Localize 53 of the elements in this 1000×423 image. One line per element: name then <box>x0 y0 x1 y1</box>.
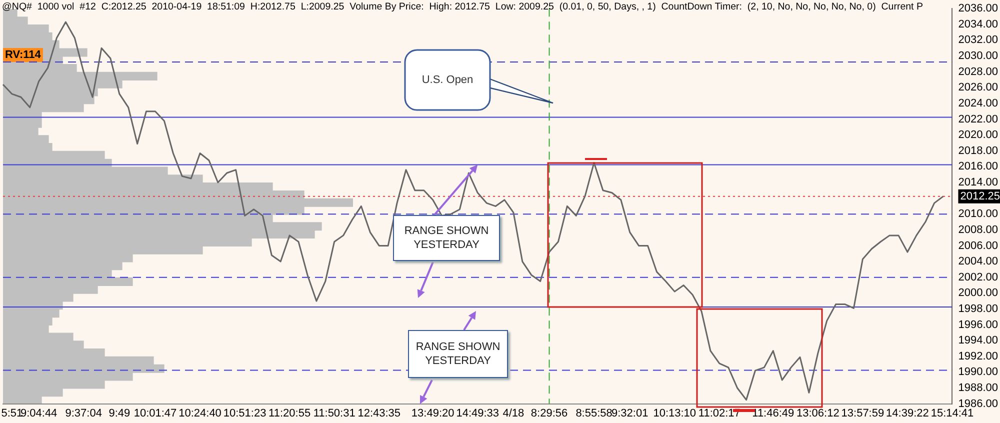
ref-line-label: 2012.25 <box>960 190 1000 202</box>
y-tick-label: 2024.00 <box>958 97 998 110</box>
y-tick-label: 1986.00 <box>958 398 998 410</box>
y-tick-label: 1990.00 <box>958 366 998 378</box>
y-tick-label: 2000.00 <box>958 287 998 300</box>
y-tick-label: 2020.00 <box>958 129 998 142</box>
y-tick-label: 2022.00 <box>958 113 998 126</box>
x-tick-label: 10:24:40 <box>178 407 222 420</box>
x-tick-label: 9:37:04 <box>65 407 102 420</box>
x-tick-label: 11:20:55 <box>268 407 311 420</box>
y-tick-label: 1988.00 <box>958 382 998 394</box>
x-tick-label: 9:04:44 <box>20 407 58 420</box>
y-tick-label: 2014.00 <box>958 176 998 189</box>
chart-title: @NQ# 1000 vol #12 C:2012.25 2010-04-19 18:51:09 H:2012.75 L:2009.25 Volume By Price: High: 2012.75 Low: 2009.25 (0.01, 0, 50, Days, , 1) CountDown Timer: (2, 10, No, No, No, No, No, 0) Current P <box>2 2 923 13</box>
y-tick-label: 2028.00 <box>958 66 998 78</box>
y-tick-label: 2030.00 <box>958 50 998 62</box>
annotation: RV:114 <box>3 48 43 62</box>
y-tick-label: 1998.00 <box>958 302 998 315</box>
x-tick-label: 8:29:56 <box>530 407 568 420</box>
y-tick-label: 2004.00 <box>958 256 998 268</box>
x-tick-label: 10:13:10 <box>653 407 696 420</box>
x-tick-label: 15:14:41 <box>930 407 974 420</box>
y-tick-label: 2036.00 <box>958 2 998 15</box>
x-tick-label: 10:01:47 <box>134 407 177 420</box>
x-tick-label: 4/18 <box>502 407 524 420</box>
y-tick-label: 2010.00 <box>958 208 998 220</box>
y-tick-label: 2008.00 <box>958 224 998 236</box>
x-tick-label: 11:46:49 <box>752 407 794 420</box>
x-tick-label: 14:39:22 <box>886 407 929 420</box>
y-tick-label: 1992.00 <box>958 350 998 362</box>
x-tick-label: 9:49 <box>108 407 130 420</box>
y-tick-label: 2026.00 <box>958 82 998 94</box>
x-tick-label: 13:57:59 <box>841 407 884 420</box>
x-tick-label: 9:32:01 <box>612 407 648 420</box>
x-tick-label: 11:50:31 <box>313 407 356 420</box>
annotation: RANGE SHOWN YESTERDAY <box>408 330 508 378</box>
y-tick-label: 2016.00 <box>958 160 998 173</box>
y-tick-label: 1994.00 <box>958 334 998 347</box>
x-tick-label: 12:43:35 <box>358 407 401 420</box>
x-tick-label: 5:51 <box>1 407 23 420</box>
y-tick-label: 1996.00 <box>958 318 998 331</box>
y-tick-label: 2034.00 <box>958 18 998 30</box>
y-tick-label: 2032.00 <box>958 34 998 46</box>
x-tick-label: 13:49:20 <box>411 407 454 420</box>
y-tick-label: 2018.00 <box>958 144 998 157</box>
annotation: U.S. Open <box>405 50 490 110</box>
x-tick-label: 10:51:23 <box>223 407 266 420</box>
x-tick-label: 14:49:33 <box>456 407 500 420</box>
x-tick-label: 8:55:58 <box>576 407 612 420</box>
annotation: RANGE SHOWN YESTERDAY <box>393 215 500 261</box>
y-tick-label: 2002.00 <box>958 271 998 284</box>
y-tick-label: 2006.00 <box>958 240 998 252</box>
x-tick-label: 13:06:12 <box>796 407 840 420</box>
